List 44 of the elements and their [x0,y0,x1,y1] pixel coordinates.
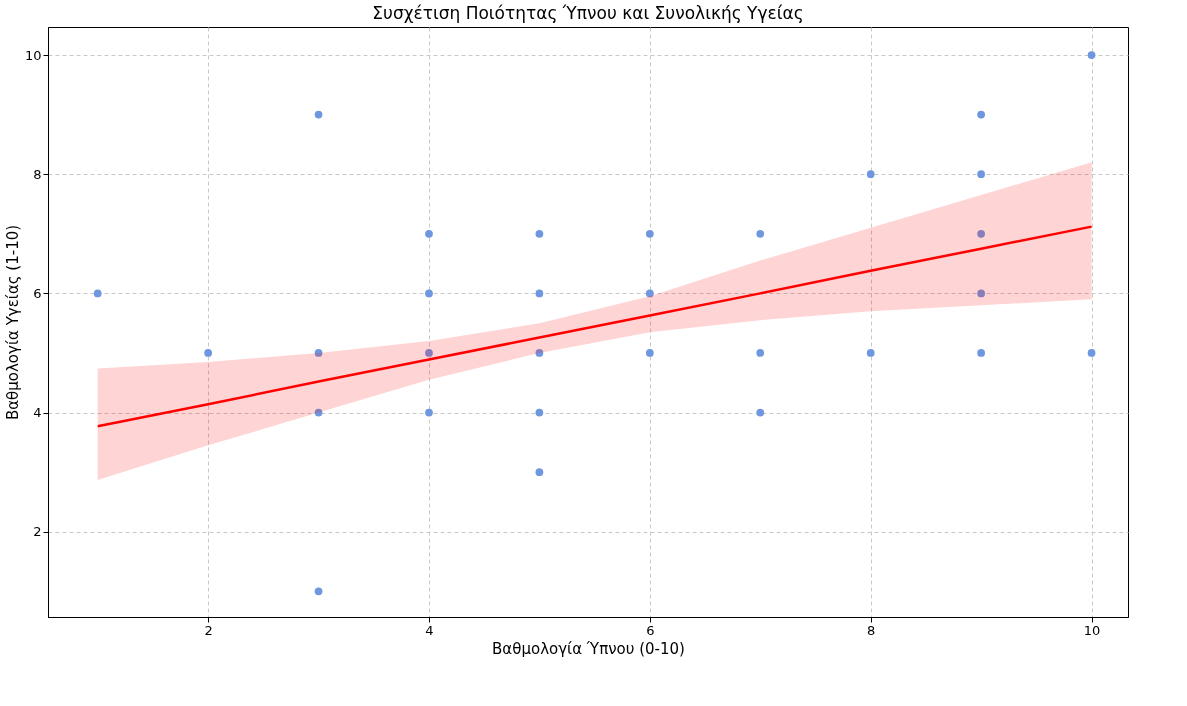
point [977,170,985,179]
point [756,349,765,357]
point [314,587,323,596]
y-tick-label: 10 [24,47,42,63]
point [425,408,433,417]
point [645,349,654,357]
point [314,110,323,119]
point [645,229,654,238]
x-tick-label: 8 [867,622,876,638]
point [93,289,102,298]
x-tick-label: 4 [425,622,434,638]
point [977,229,985,238]
point [977,349,985,357]
chart-title: Συσχέτιση Ποιότητας Ύπνου και Συνολικής Υγείας [372,3,804,23]
point [535,408,544,417]
y-tick-label: 6 [33,285,42,301]
point [1087,51,1096,59]
x-tick-label: 10 [1083,622,1101,638]
x-tick-label: 6 [646,622,655,638]
point [1087,349,1096,357]
y-axis-title: Βαθμολογία Υγείας (1-10) [3,224,22,421]
point [425,229,433,238]
point [314,349,323,357]
y-tick-label: 2 [33,524,42,540]
point [204,349,212,357]
line-series [96,225,1093,428]
point [866,349,875,357]
point [756,229,765,238]
point [977,289,985,298]
point [645,289,654,298]
point [756,408,765,417]
y-tick-label: 4 [33,405,42,421]
point [866,170,875,179]
x-tick-label: 2 [204,622,213,638]
point [425,289,433,298]
point [314,408,323,417]
point [535,468,544,477]
point [977,110,985,119]
point [535,349,544,357]
point [535,289,544,298]
x-axis-title: Βαθμολογία Ύπνου (0-10) [492,639,685,658]
point [425,349,433,357]
y-tick-label: 8 [33,166,42,182]
point [535,229,544,238]
